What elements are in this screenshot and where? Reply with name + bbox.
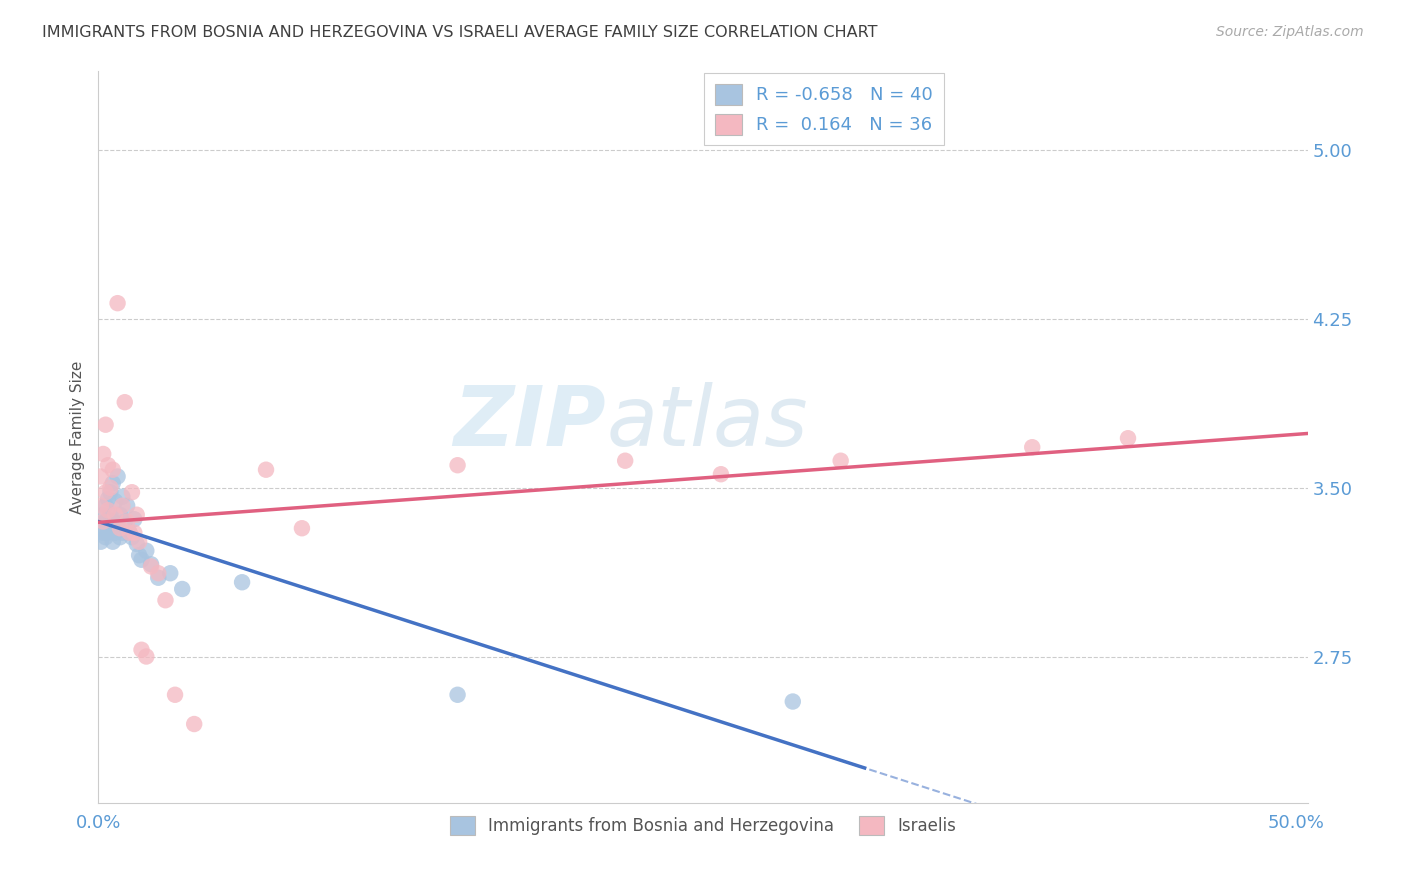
Point	[183, 717, 205, 731]
Point	[139, 559, 162, 574]
Point	[108, 508, 131, 522]
Point	[131, 553, 153, 567]
Point	[121, 485, 143, 500]
Point	[104, 494, 127, 508]
Point	[159, 566, 181, 581]
Point	[90, 499, 112, 513]
Point	[148, 566, 170, 581]
Point	[118, 525, 141, 540]
Point	[97, 512, 120, 526]
Text: IMMIGRANTS FROM BOSNIA AND HERZEGOVINA VS ISRAELI AVERAGE FAMILY SIZE CORRELATIO: IMMIGRANTS FROM BOSNIA AND HERZEGOVINA V…	[42, 25, 877, 40]
Point	[104, 525, 127, 540]
Point	[107, 296, 129, 310]
Point	[97, 525, 120, 540]
Point	[91, 447, 114, 461]
Text: Source: ZipAtlas.com: Source: ZipAtlas.com	[1216, 25, 1364, 39]
Point	[97, 458, 120, 473]
Point	[163, 688, 186, 702]
Point	[830, 453, 852, 467]
Point	[118, 525, 141, 540]
Point	[115, 515, 138, 529]
Text: atlas: atlas	[606, 382, 808, 463]
Point	[124, 525, 146, 540]
Point	[291, 521, 314, 535]
Point	[107, 469, 129, 483]
Point	[101, 463, 124, 477]
Text: ZIP: ZIP	[454, 382, 606, 463]
Point	[90, 521, 112, 535]
Point	[94, 485, 117, 500]
Point	[90, 469, 112, 483]
Point	[94, 417, 117, 432]
Point	[782, 694, 804, 708]
Point	[231, 575, 253, 590]
Point	[97, 491, 120, 506]
Point	[172, 582, 194, 596]
Point	[101, 534, 124, 549]
Point	[128, 534, 150, 549]
Point	[90, 534, 112, 549]
Point	[101, 515, 124, 529]
Point	[121, 530, 143, 544]
Point	[108, 521, 131, 535]
Point	[108, 530, 131, 544]
Point	[124, 512, 146, 526]
Point	[94, 499, 117, 513]
Point	[114, 515, 136, 529]
Point	[446, 458, 468, 473]
Point	[91, 515, 114, 529]
Point	[94, 515, 117, 529]
Point	[135, 543, 157, 558]
Point	[101, 476, 124, 491]
Point	[614, 453, 637, 467]
Point	[115, 499, 138, 513]
Point	[111, 499, 134, 513]
Point	[104, 508, 127, 522]
Point	[111, 490, 134, 504]
Point	[100, 508, 122, 522]
Point	[100, 521, 122, 535]
Point	[446, 688, 468, 702]
Point	[111, 525, 134, 540]
Point	[114, 395, 136, 409]
Point	[91, 508, 114, 522]
Point	[91, 525, 114, 540]
Point	[254, 463, 277, 477]
Legend: Immigrants from Bosnia and Herzegovina, Israelis: Immigrants from Bosnia and Herzegovina, …	[443, 809, 963, 842]
Point	[128, 548, 150, 562]
Point	[100, 485, 122, 500]
Point	[125, 508, 148, 522]
Point	[97, 503, 120, 517]
Point	[107, 516, 129, 531]
Point	[135, 649, 157, 664]
Point	[1021, 440, 1043, 454]
Y-axis label: Average Family Size: Average Family Size	[69, 360, 84, 514]
Point	[125, 537, 148, 551]
Point	[155, 593, 177, 607]
Point	[148, 571, 170, 585]
Point	[1116, 431, 1139, 445]
Point	[94, 530, 117, 544]
Point	[131, 642, 153, 657]
Point	[100, 481, 122, 495]
Point	[710, 467, 733, 482]
Point	[139, 558, 162, 572]
